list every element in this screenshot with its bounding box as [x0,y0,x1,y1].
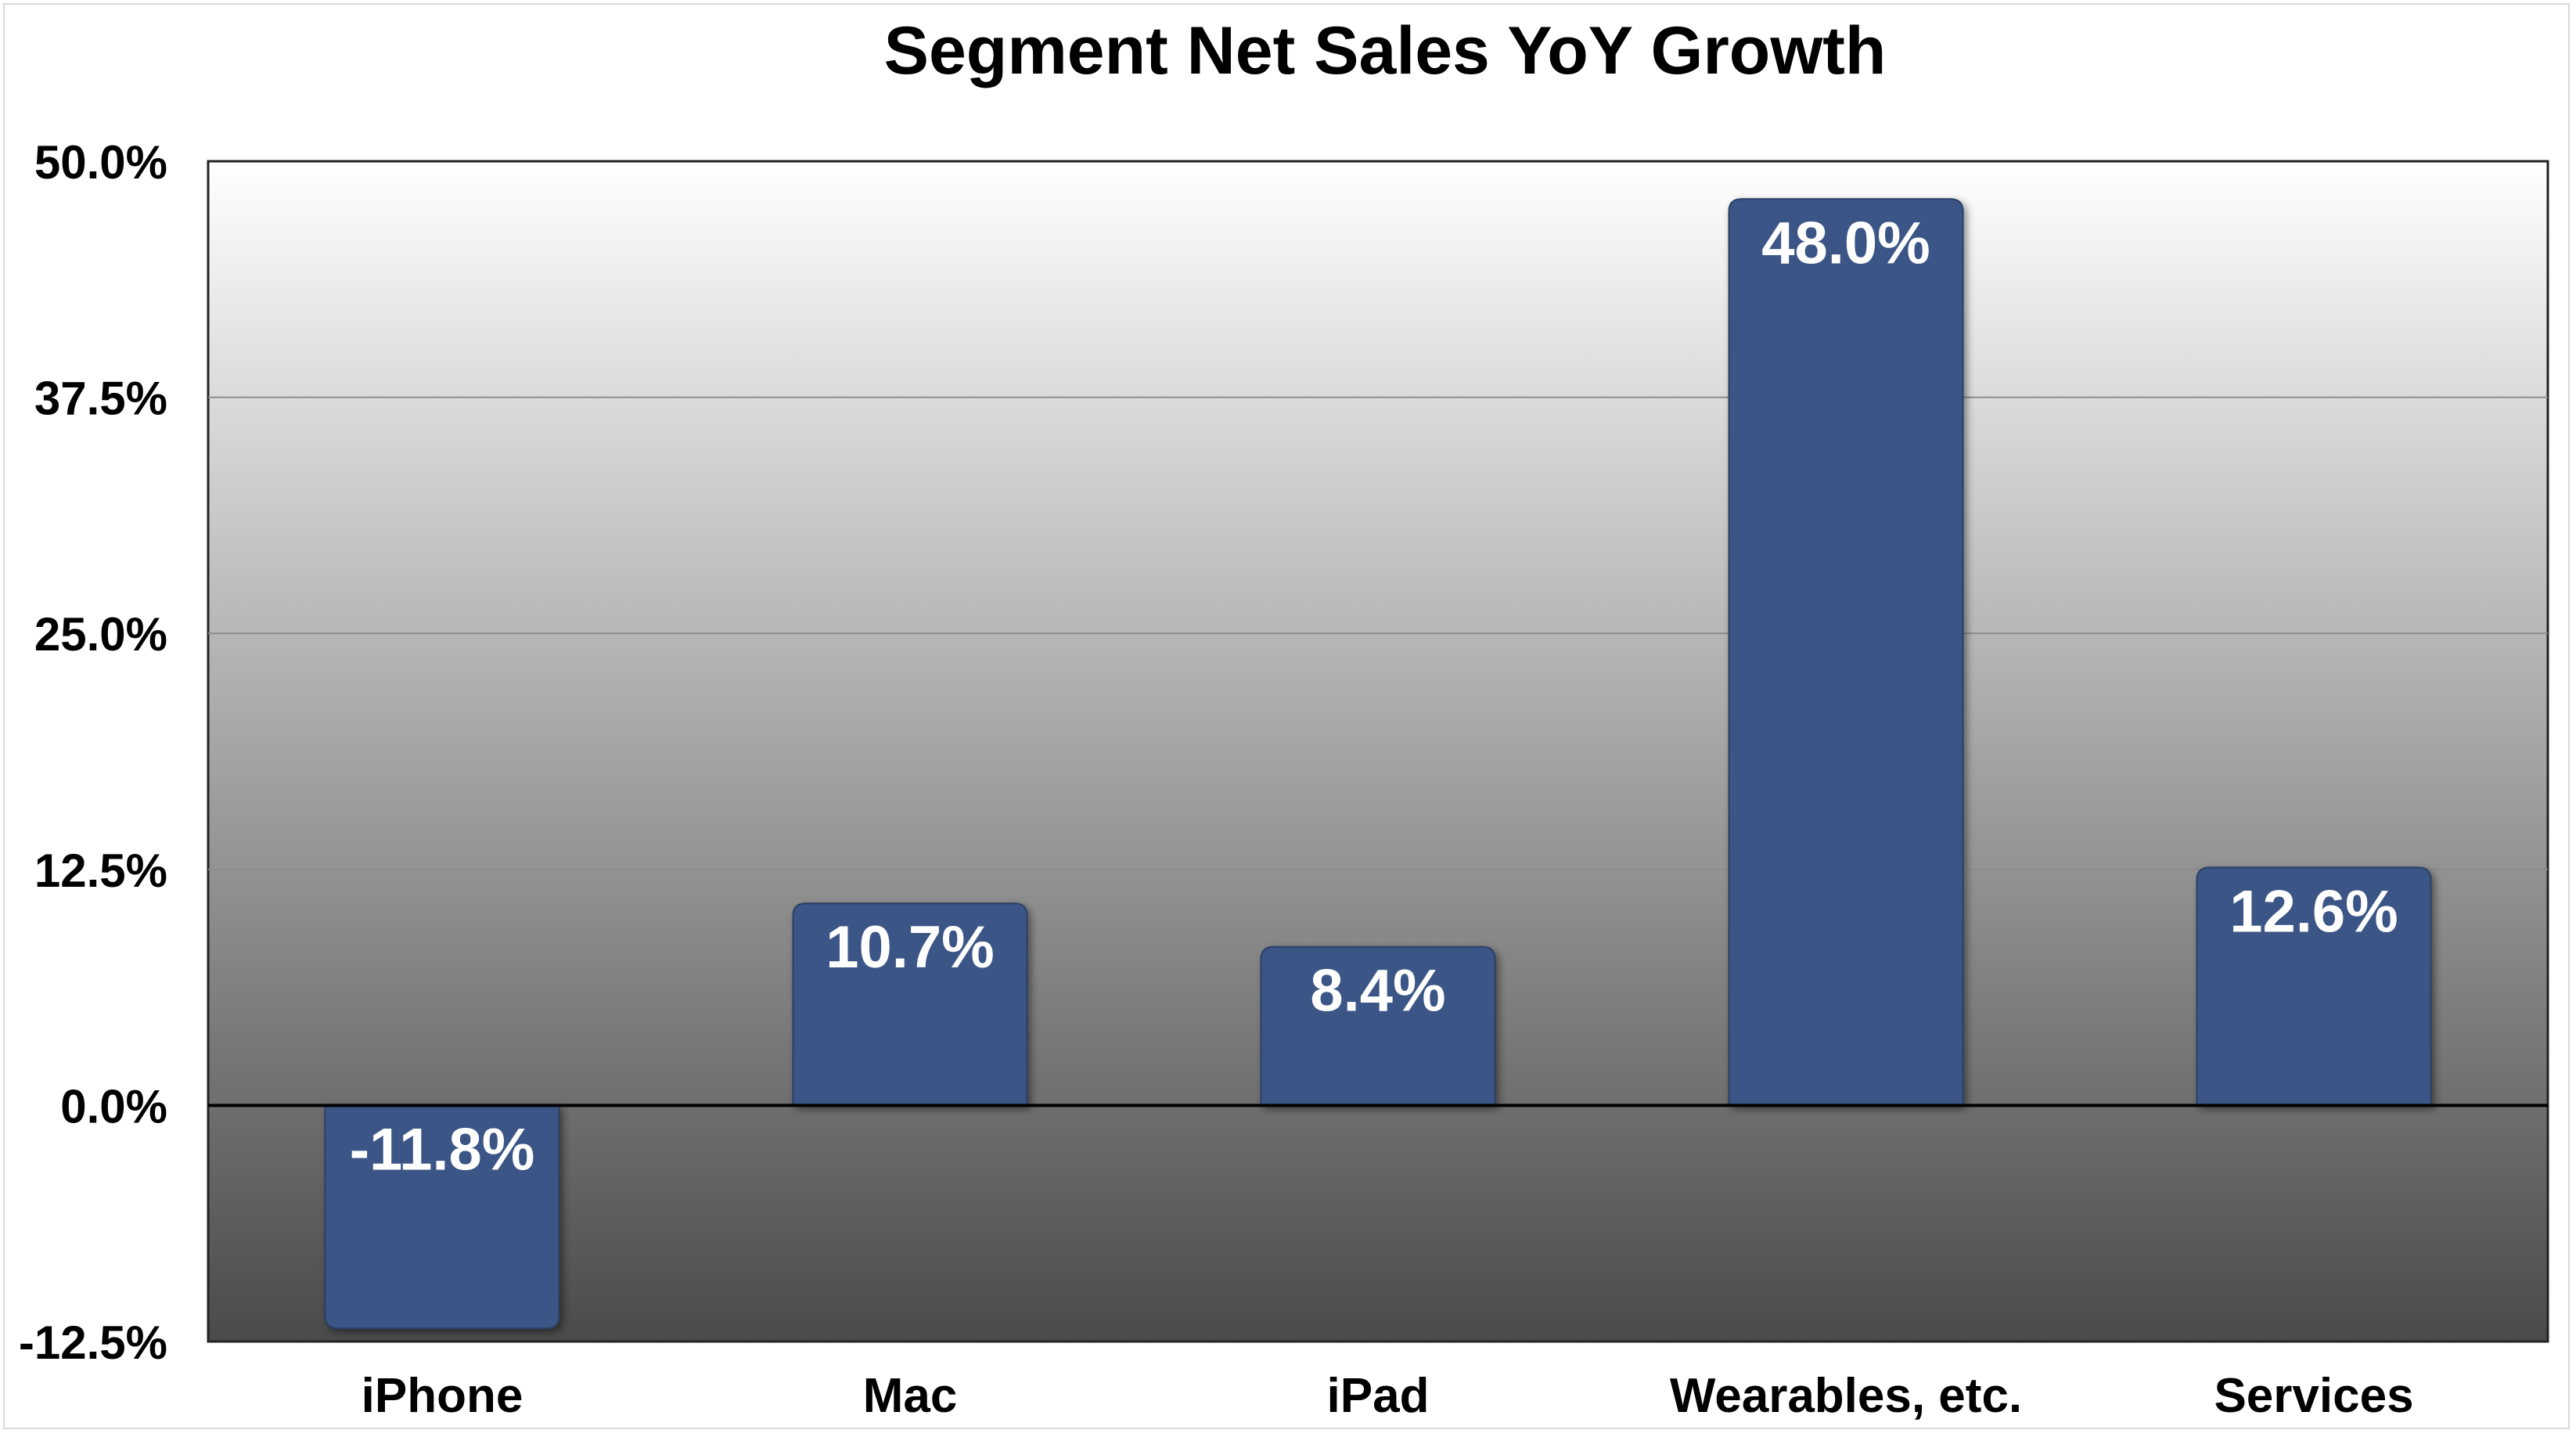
y-tick-label: -12.5% [19,1316,167,1369]
bar-services [2196,866,2432,1107]
x-category-label: Wearables, etc. [1670,1369,2022,1423]
data-label: 8.4% [1310,958,1445,1025]
plot-area [207,160,2549,1343]
x-axis-category-labels: iPhone Mac iPad Wearables, etc. Services [362,1369,2414,1423]
data-label: 48.0% [1761,210,1930,276]
y-axis-tick-labels: -12.5% 0.0% 12.5% 25.0% 37.5% 50.0% [19,136,167,1369]
bars [324,198,2432,1330]
bar-mac [792,902,1028,1107]
data-label: 12.6% [2229,878,2398,945]
y-tick-label: 50.0% [34,136,167,189]
x-category-label: iPhone [362,1369,523,1423]
y-tick-label: 12.5% [34,845,167,897]
bar-iphone [324,1104,560,1330]
y-tick-label: 25.0% [34,608,167,661]
data-label: -11.8% [350,1116,535,1183]
x-category-label: Mac [863,1369,958,1423]
bar-wearables-etc [1728,198,1964,1107]
data-labels: -11.8% 10.7% 8.4% 48.0% 12.6% [350,210,2398,1183]
x-category-label: Services [2214,1369,2413,1423]
bar-ipad [1260,945,1496,1107]
x-category-label: iPad [1327,1369,1430,1423]
y-tick-label: 0.0% [60,1080,167,1133]
data-label: 10.7% [826,914,995,981]
y-tick-label: 37.5% [34,373,167,425]
chart-frame [3,3,2570,1429]
gridlines [208,396,2548,870]
chart-title: Segment Net Sales YoY Growth [884,13,1887,88]
